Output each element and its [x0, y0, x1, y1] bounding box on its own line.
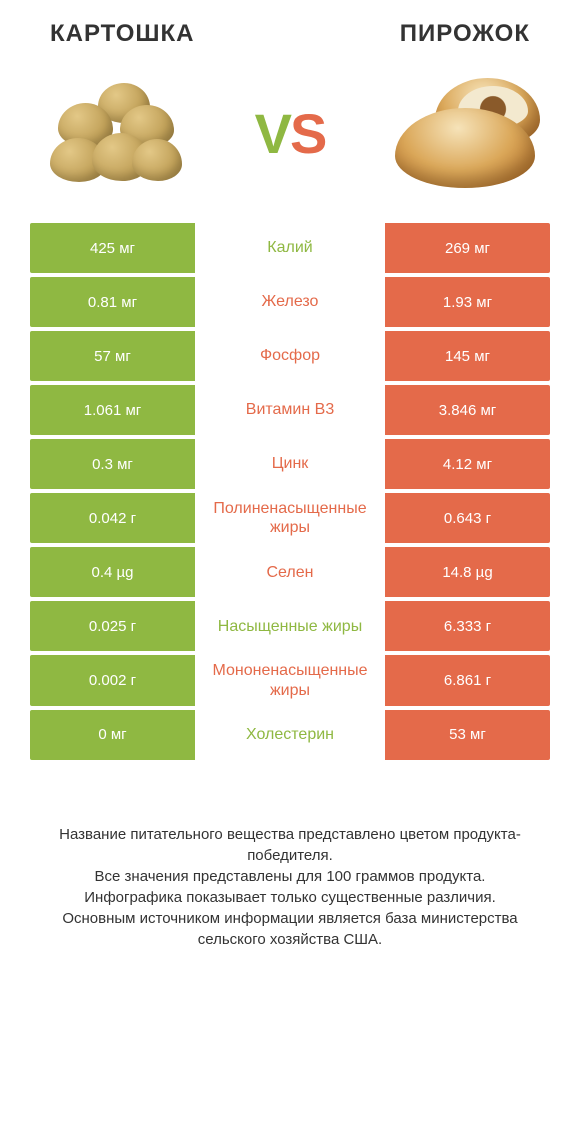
- value-right: 145 мг: [385, 331, 550, 381]
- value-left: 0.002 г: [30, 655, 195, 705]
- title-left: КАРТОШКА: [50, 20, 195, 48]
- value-left: 0.042 г: [30, 493, 195, 543]
- table-row: 1.061 мгВитамин B33.846 мг: [30, 385, 550, 435]
- value-right: 0.643 г: [385, 493, 550, 543]
- vs-v: V: [255, 102, 290, 165]
- value-left: 57 мг: [30, 331, 195, 381]
- comparison-table: 425 мгКалий269 мг0.81 мгЖелезо1.93 мг57 …: [0, 223, 580, 760]
- table-row: 0.042 гПолиненасыщенные жиры0.643 г: [30, 493, 550, 543]
- value-right: 3.846 мг: [385, 385, 550, 435]
- table-row: 57 мгФосфор145 мг: [30, 331, 550, 381]
- value-left: 425 мг: [30, 223, 195, 273]
- nutrient-label: Витамин B3: [195, 385, 385, 435]
- table-row: 0.025 гНасыщенные жиры6.333 г: [30, 601, 550, 651]
- footnotes: Название питательного вещества представл…: [0, 764, 580, 950]
- nutrient-label: Полиненасыщенные жиры: [195, 493, 385, 543]
- table-row: 0.002 гМононенасыщенные жиры6.861 г: [30, 655, 550, 705]
- vs-row: VS: [0, 58, 580, 223]
- nutrient-label: Мононенасыщенные жиры: [195, 655, 385, 705]
- vs-label: VS: [255, 101, 326, 166]
- nutrient-label: Насыщенные жиры: [195, 601, 385, 651]
- value-left: 1.061 мг: [30, 385, 195, 435]
- footnote-line: Название питательного вещества представл…: [30, 824, 550, 866]
- nutrient-label: Холестерин: [195, 710, 385, 760]
- nutrient-label: Железо: [195, 277, 385, 327]
- table-row: 425 мгКалий269 мг: [30, 223, 550, 273]
- table-row: 0 мгХолестерин53 мг: [30, 710, 550, 760]
- table-row: 0.4 µgСелен14.8 µg: [30, 547, 550, 597]
- title-right: ПИРОЖОК: [400, 20, 530, 48]
- footnote-line: Все значения представлены для 100 граммо…: [30, 866, 550, 887]
- value-right: 6.333 г: [385, 601, 550, 651]
- value-right: 1.93 мг: [385, 277, 550, 327]
- value-left: 0.3 мг: [30, 439, 195, 489]
- nutrient-label: Цинк: [195, 439, 385, 489]
- vs-s: S: [290, 102, 325, 165]
- value-right: 6.861 г: [385, 655, 550, 705]
- table-row: 0.81 мгЖелезо1.93 мг: [30, 277, 550, 327]
- footnote-line: Основным источником информации является …: [30, 908, 550, 950]
- value-right: 53 мг: [385, 710, 550, 760]
- value-left: 0.81 мг: [30, 277, 195, 327]
- nutrient-label: Селен: [195, 547, 385, 597]
- header: КАРТОШКА ПИРОЖОК: [0, 0, 580, 58]
- value-right: 14.8 µg: [385, 547, 550, 597]
- value-left: 0.025 г: [30, 601, 195, 651]
- value-left: 0 мг: [30, 710, 195, 760]
- table-row: 0.3 мгЦинк4.12 мг: [30, 439, 550, 489]
- nutrient-label: Калий: [195, 223, 385, 273]
- value-right: 4.12 мг: [385, 439, 550, 489]
- nutrient-label: Фосфор: [195, 331, 385, 381]
- value-left: 0.4 µg: [30, 547, 195, 597]
- footnote-line: Инфографика показывает только существенн…: [30, 887, 550, 908]
- pirozhok-image: [390, 73, 540, 193]
- potato-image: [40, 73, 190, 193]
- value-right: 269 мг: [385, 223, 550, 273]
